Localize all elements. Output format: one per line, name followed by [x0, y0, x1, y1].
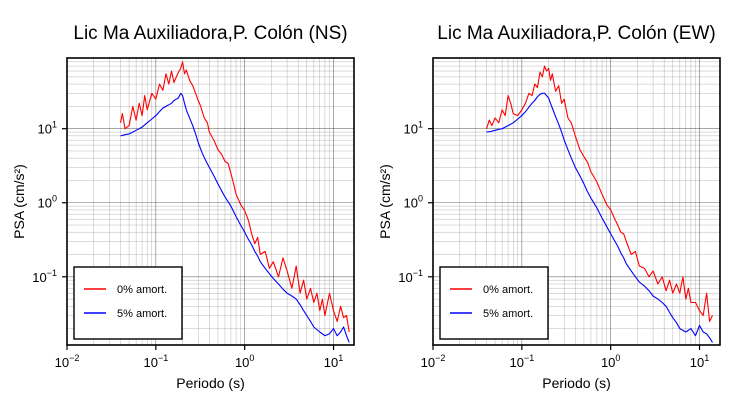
- y-tick-label: 10−1: [32, 268, 57, 285]
- y-tick-label: 100: [38, 194, 57, 211]
- y-tick-label: 101: [38, 120, 57, 137]
- chart-panel-ew: 10−2 10−1 100 101 10−1 100 101 Lic Ma Auxiliado…: [377, 23, 721, 391]
- x-tick-label: 101: [690, 353, 709, 370]
- x-tick-label: 100: [235, 353, 254, 370]
- legend: 0% amort. 5% amort.: [439, 266, 549, 340]
- y-tick-label: 100: [404, 194, 423, 211]
- y-tick-label: 10−1: [398, 268, 423, 285]
- chart-title: Lic Ma Auxiliadora,P. Colón (NS): [73, 23, 347, 44]
- legend-entry: 5% amort.: [483, 308, 533, 320]
- series-group: [119, 61, 350, 343]
- x-tick-label: 10−1: [509, 353, 534, 370]
- legend-box: [73, 266, 183, 340]
- y-tick-label: 101: [404, 120, 423, 137]
- y-axis-label: PSA (cm/s²): [11, 164, 27, 239]
- series-line-damped: [120, 92, 350, 343]
- y-axis-label: PSA (cm/s²): [377, 164, 393, 239]
- legend-entry: 0% amort.: [117, 284, 167, 296]
- plot-frame: [432, 57, 721, 346]
- chart-panel-ns: 10−2 10−1 100 101 10−1 100 101 Lic Ma Auxiliado…: [11, 23, 355, 391]
- legend-entry: 5% amort.: [117, 308, 167, 320]
- x-tick-label: 10−2: [421, 353, 446, 370]
- x-tick-label: 101: [324, 353, 343, 370]
- chart-title: Lic Ma Auxiliadora,P. Colón (EW): [437, 23, 715, 44]
- x-axis-label: Periodo (s): [542, 375, 610, 391]
- series-group: [485, 65, 713, 343]
- x-tick-label: 10−2: [55, 353, 80, 370]
- legend-box: [439, 266, 549, 340]
- plot-frame: [66, 57, 355, 346]
- legend: 0% amort. 5% amort.: [73, 266, 183, 340]
- x-tick-label: 100: [601, 353, 620, 370]
- series-line-undamped: [485, 65, 713, 322]
- series-line-undamped: [119, 61, 350, 333]
- x-tick-label: 10−1: [143, 353, 168, 370]
- x-axis-label: Periodo (s): [176, 375, 244, 391]
- legend-entry: 0% amort.: [483, 284, 533, 296]
- series-line-damped: [486, 92, 713, 343]
